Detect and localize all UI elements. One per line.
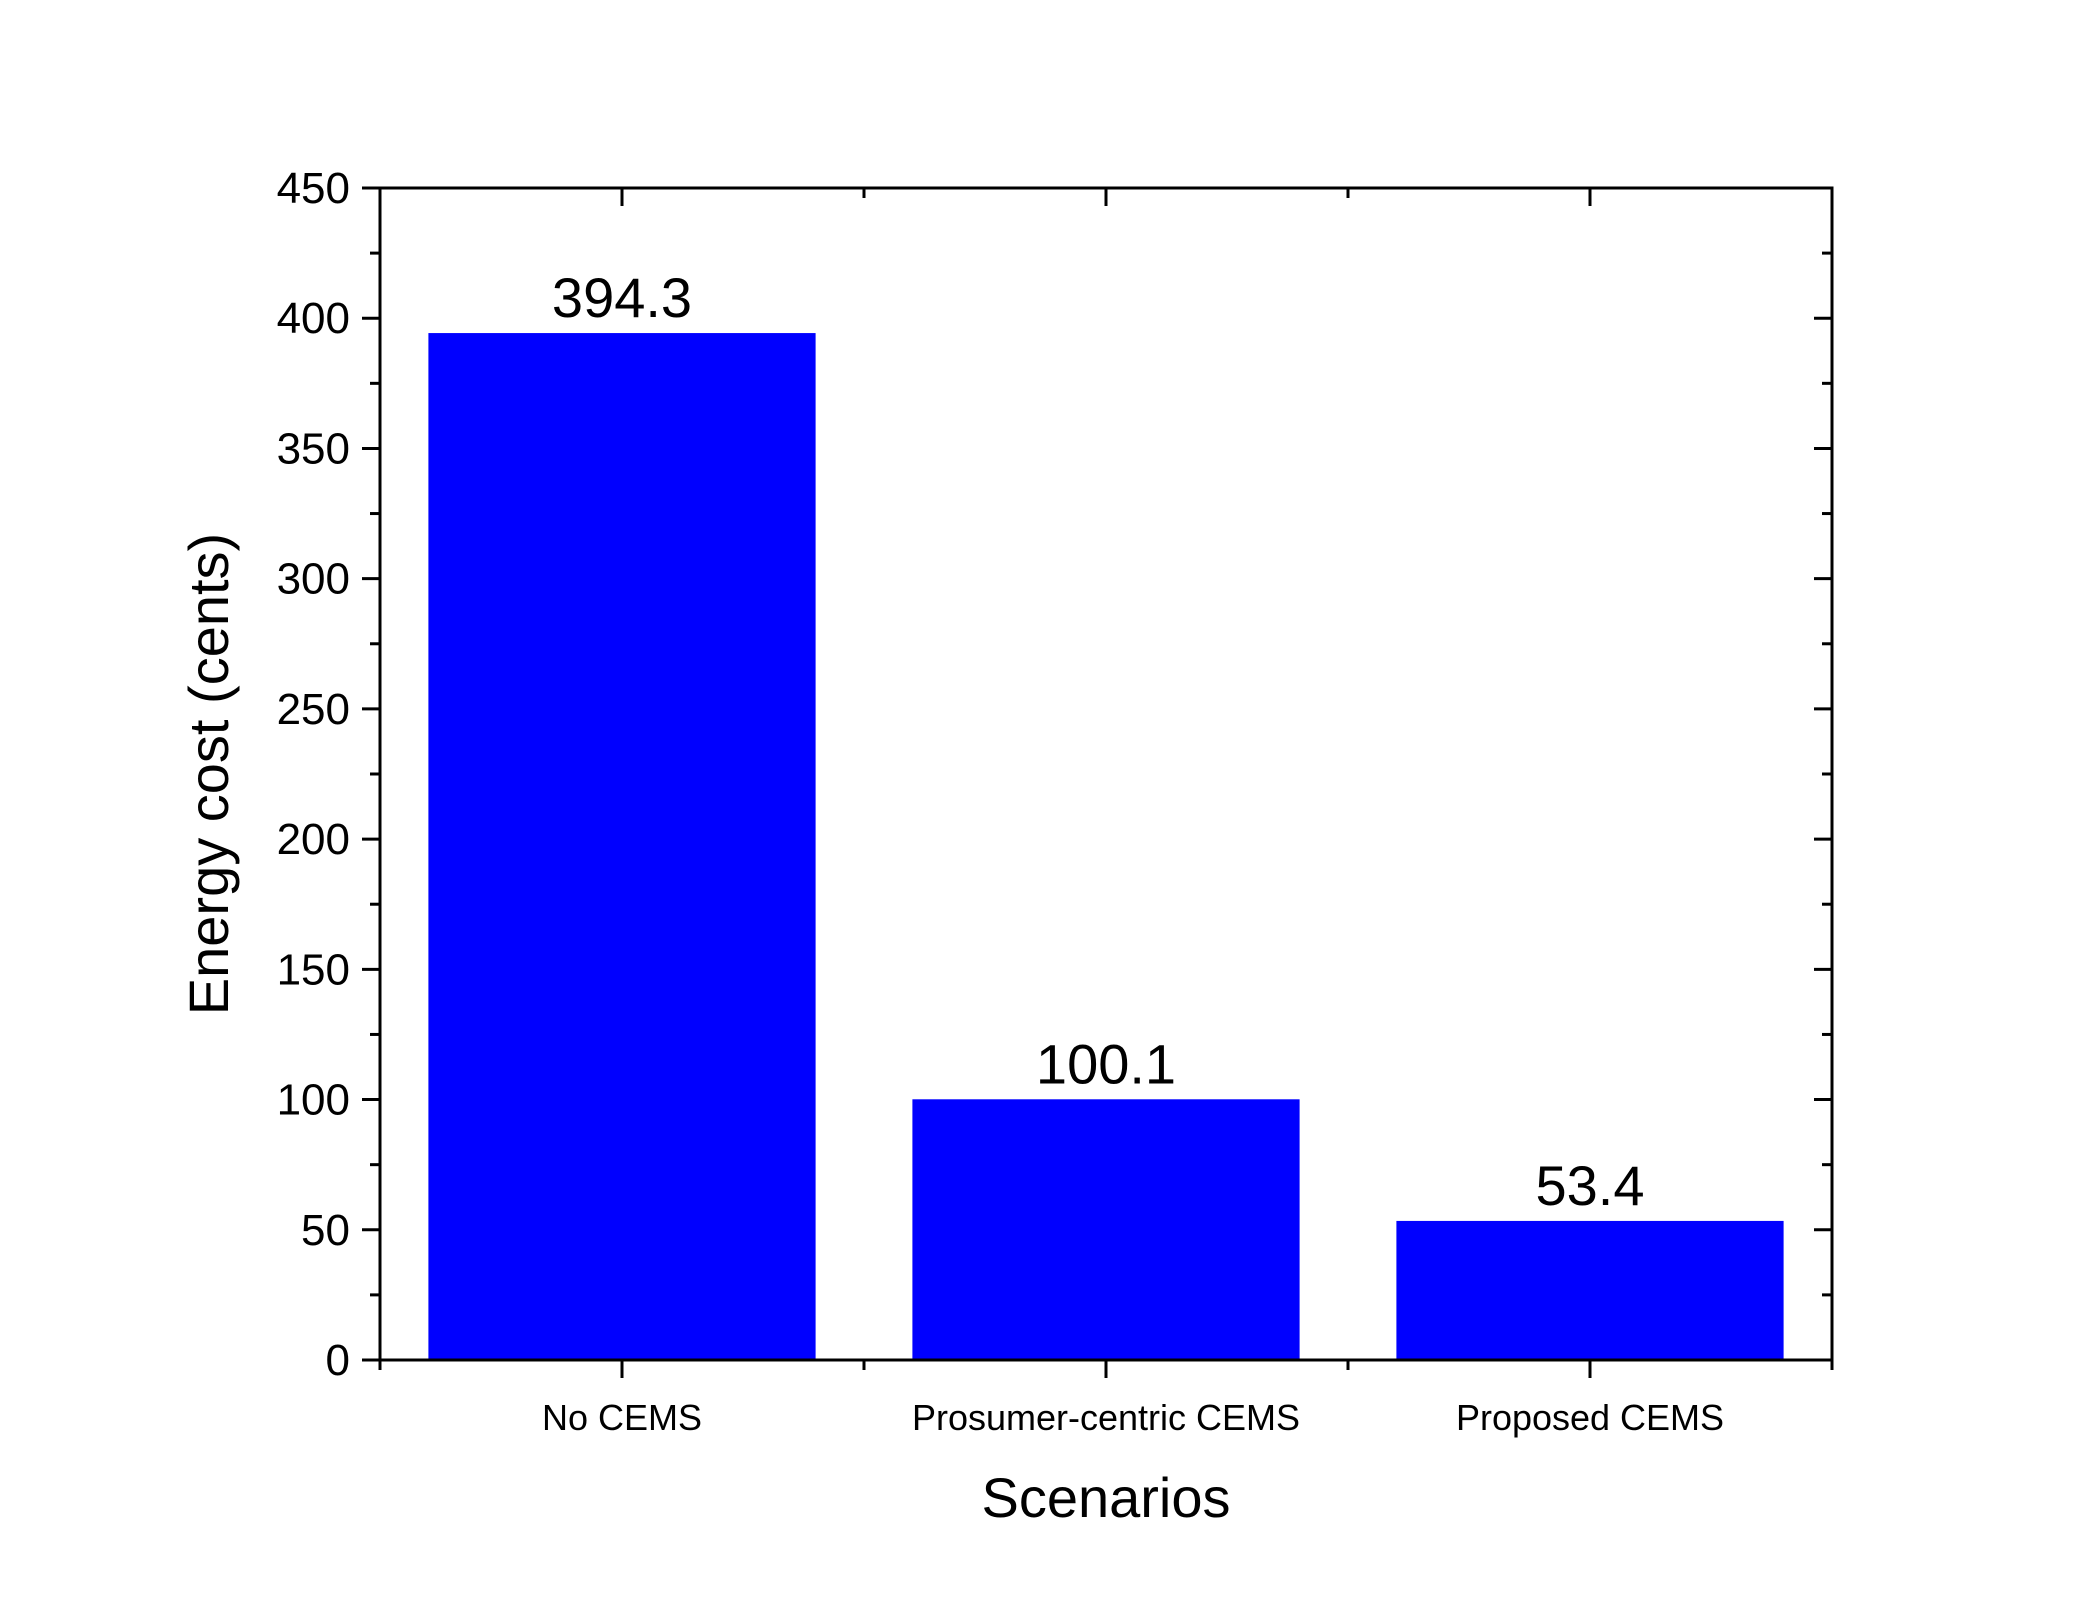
y-tick-label: 300	[277, 555, 350, 604]
y-axis-ticks	[362, 186, 1832, 1362]
y-tick-label: 350	[277, 424, 350, 473]
y-tick-label: 250	[277, 685, 350, 734]
y-tick-label: 0	[326, 1336, 350, 1385]
x-category-label: No CEMS	[542, 1397, 702, 1438]
data-label: 394.3	[552, 266, 692, 329]
y-tick-label: 100	[277, 1076, 350, 1125]
y-tick-label: 150	[277, 945, 350, 994]
y-tick-label: 450	[277, 164, 350, 213]
data-label: 53.4	[1536, 1154, 1645, 1217]
x-axis-ticks	[378, 188, 1834, 1378]
bars	[428, 333, 1784, 1360]
bar	[912, 1099, 1300, 1360]
x-axis-category-labels: No CEMS Prosumer-centric CEMS Proposed CEM…	[542, 1397, 1724, 1438]
data-label: 100.1	[1036, 1032, 1176, 1095]
y-axis-tick-labels: 0 50 100 150 200 250 300 350 400 450	[277, 164, 350, 1385]
y-tick-label: 400	[277, 294, 350, 343]
x-axis-title: Scenarios	[981, 1466, 1230, 1529]
x-category-label: Prosumer-centric CEMS	[912, 1397, 1300, 1438]
x-category-label: Proposed CEMS	[1456, 1397, 1724, 1438]
y-axis-title: Energy cost (cents)	[177, 533, 240, 1015]
data-labels: 394.3 100.1 53.4	[552, 266, 1645, 1217]
y-tick-label: 200	[277, 815, 350, 864]
y-tick-label: 50	[301, 1206, 350, 1255]
bar	[428, 333, 816, 1360]
bar	[1396, 1220, 1784, 1360]
